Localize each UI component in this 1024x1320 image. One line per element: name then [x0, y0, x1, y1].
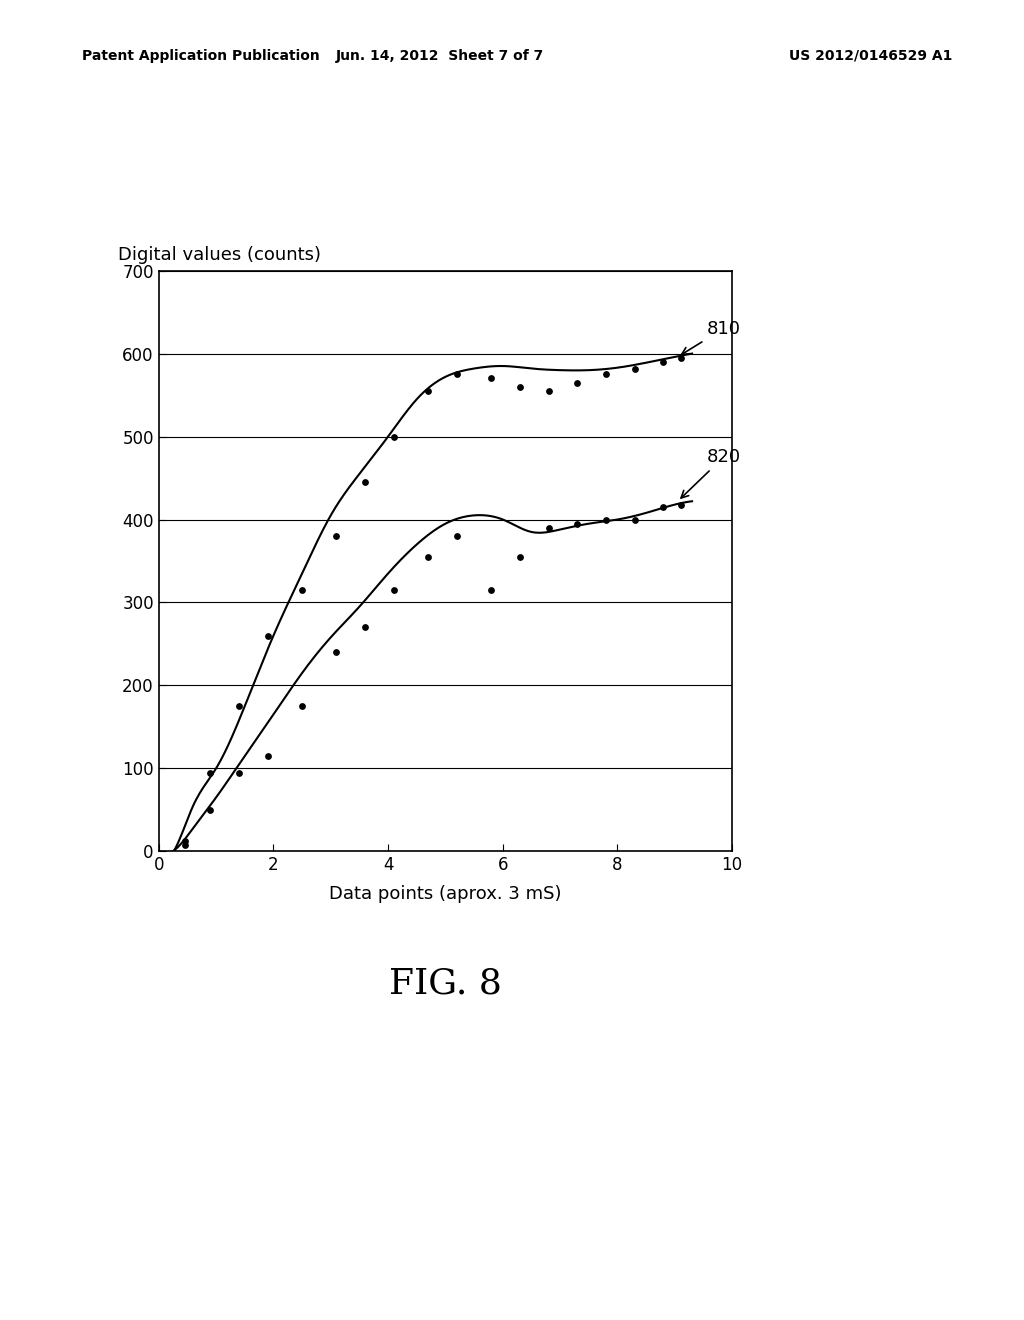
Point [230, 762, 247, 783]
Point [541, 380, 557, 401]
X-axis label: Data points (aprox. 3 mS): Data points (aprox. 3 mS) [329, 886, 562, 903]
Point [569, 513, 586, 535]
Point [230, 696, 247, 717]
Point [483, 579, 500, 601]
Point [294, 579, 310, 601]
Point [483, 368, 500, 389]
Point [627, 358, 643, 379]
Point [598, 364, 614, 385]
Text: Digital values (counts): Digital values (counts) [118, 246, 321, 264]
Text: 820: 820 [681, 449, 740, 498]
Text: Jun. 14, 2012  Sheet 7 of 7: Jun. 14, 2012 Sheet 7 of 7 [336, 49, 545, 63]
Point [259, 746, 275, 767]
Point [294, 696, 310, 717]
Point [420, 546, 436, 568]
Point [259, 626, 275, 647]
Point [202, 800, 218, 821]
Point [357, 616, 374, 638]
Point [512, 546, 528, 568]
Text: US 2012/0146529 A1: US 2012/0146529 A1 [788, 49, 952, 63]
Point [569, 372, 586, 393]
Point [357, 471, 374, 492]
Point [449, 364, 465, 385]
Point [386, 579, 402, 601]
Point [673, 347, 689, 368]
Point [655, 496, 672, 517]
Point [655, 351, 672, 372]
Point [512, 376, 528, 397]
Point [176, 834, 193, 855]
Point [176, 830, 193, 851]
Point [329, 525, 345, 546]
Point [673, 494, 689, 515]
Point [202, 762, 218, 783]
Point [420, 380, 436, 401]
Point [541, 517, 557, 539]
Point [598, 510, 614, 531]
Point [386, 426, 402, 447]
Point [449, 525, 465, 546]
Text: Patent Application Publication: Patent Application Publication [82, 49, 319, 63]
Point [329, 642, 345, 663]
Text: 810: 810 [682, 319, 740, 355]
Text: FIG. 8: FIG. 8 [389, 966, 502, 1001]
Point [627, 510, 643, 531]
